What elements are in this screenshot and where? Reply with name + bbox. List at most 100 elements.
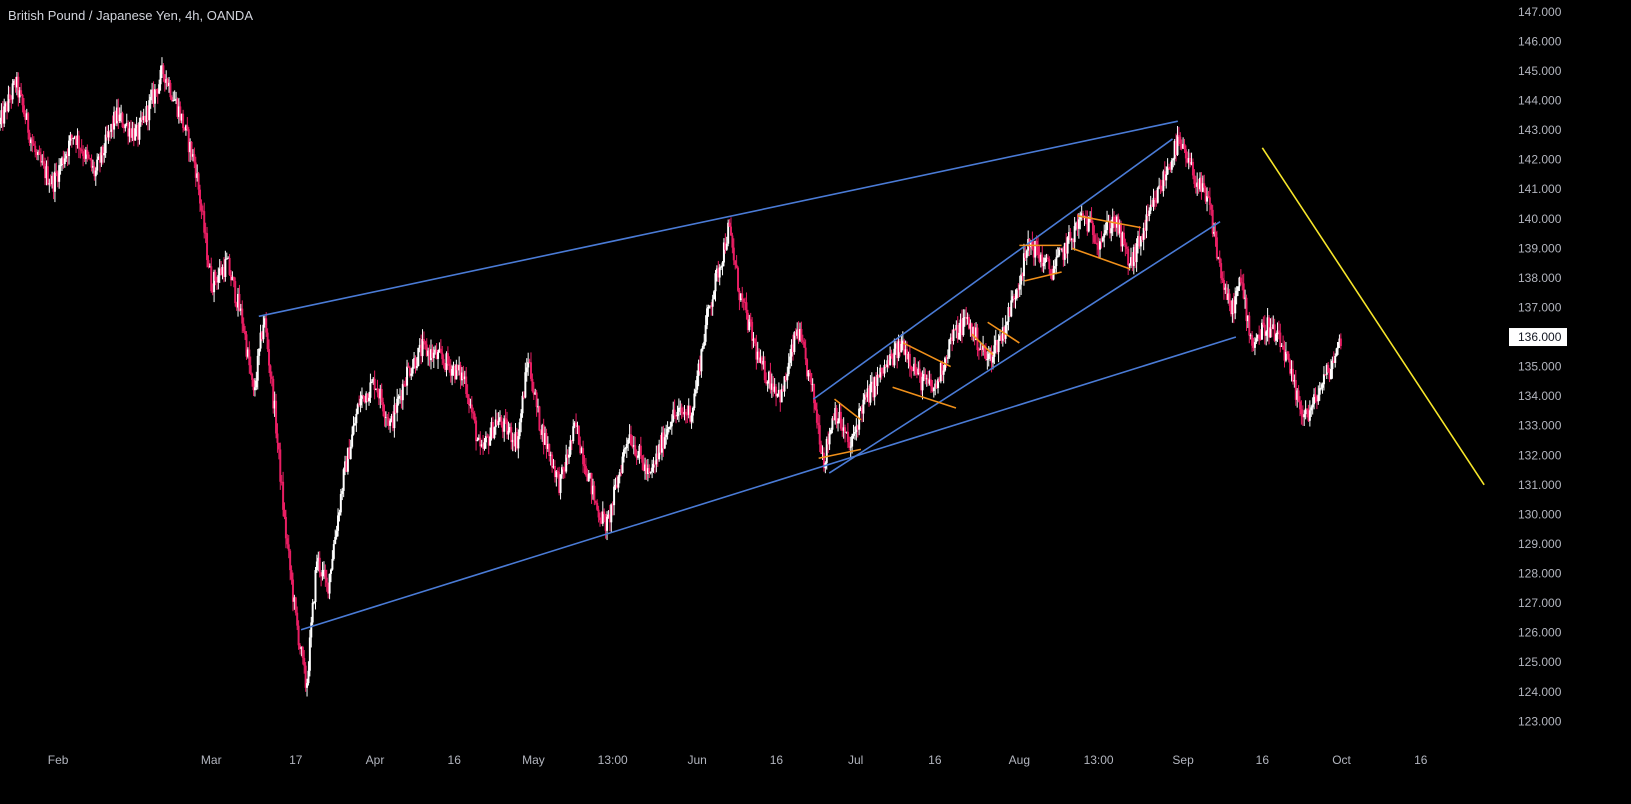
candle-body [965, 317, 968, 319]
candle-body [335, 530, 338, 537]
candle-body [25, 113, 28, 120]
candle-body [807, 370, 810, 377]
candle-body [314, 570, 317, 603]
candle-body [634, 445, 637, 456]
pattern-line [1077, 215, 1141, 229]
candle-body [876, 374, 879, 386]
candle-body [1183, 143, 1186, 150]
candle-body [649, 471, 652, 474]
time-tick-label: Jul [848, 753, 863, 767]
candle-body [382, 402, 385, 412]
candle-body [544, 433, 547, 445]
candle-body [1203, 183, 1206, 188]
candle-body [1222, 279, 1225, 290]
time-tick-label: Sep [1172, 753, 1194, 767]
candle-body [338, 512, 341, 516]
candle-body [803, 341, 806, 348]
candle-body [1106, 220, 1109, 231]
candle-body [851, 435, 854, 447]
candle-body [676, 411, 679, 417]
candle-body [638, 445, 641, 456]
candle-body [489, 436, 492, 446]
candle-body [1314, 394, 1317, 397]
candle-body [518, 422, 521, 437]
candle-body [1029, 240, 1032, 248]
candle-body [624, 448, 627, 450]
candle-body [1200, 177, 1203, 192]
candle-body [794, 332, 797, 336]
candle-body [969, 323, 972, 329]
candle-body [177, 106, 180, 117]
candle-body [72, 137, 75, 139]
candle-body [907, 353, 910, 360]
candle-body [303, 657, 306, 666]
candle-body [834, 408, 837, 421]
candle-body [839, 411, 842, 429]
candle-body [651, 467, 654, 472]
candle-body [28, 132, 31, 143]
candle-body [1131, 257, 1134, 266]
candle-body [439, 348, 442, 353]
price-axis[interactable]: 147.000 146.000 145.000 144.000 143.000 142.0… [1518, 5, 1562, 729]
candle-body [1091, 223, 1094, 236]
candle-body [29, 139, 32, 143]
candle-body [475, 420, 478, 442]
candle-body [1184, 149, 1187, 159]
candle-body [108, 131, 111, 133]
candle-body [732, 247, 735, 261]
candle-body [996, 340, 999, 353]
candle-body [1127, 248, 1130, 265]
candle-body [279, 449, 282, 482]
candle-body [841, 428, 844, 431]
candle-body [342, 469, 345, 491]
patterns-layer [818, 215, 1141, 460]
candle-body [1279, 332, 1282, 347]
candle-body [363, 396, 366, 403]
candle-body [227, 257, 230, 259]
candle-body [717, 268, 720, 278]
candle-body [808, 370, 811, 374]
candle-body [993, 345, 996, 357]
candle-body [724, 242, 727, 250]
candle-body [748, 319, 751, 331]
candle-body [869, 383, 872, 403]
candle-body [889, 354, 892, 365]
candle-body [442, 359, 445, 364]
candle-body [607, 514, 610, 517]
candle-body [1014, 298, 1017, 300]
time-tick-label: 16 [770, 753, 784, 767]
candle-body [437, 352, 440, 359]
candle-body [420, 344, 423, 357]
candle-body [321, 570, 324, 577]
candle-body [1166, 166, 1169, 175]
candle-body [270, 376, 273, 379]
candle-body [1007, 307, 1010, 322]
time-axis[interactable]: Feb Mar 17 Apr 16 May 13:00 Jun 16 Jul 16 Aug 13:00 S… [48, 753, 1428, 767]
candle-body [1190, 161, 1193, 165]
candle-body [632, 445, 635, 447]
candle-body [963, 317, 966, 319]
candle-body [470, 404, 473, 413]
candle-body [104, 134, 107, 154]
candle-body [55, 171, 58, 174]
candle-body [17, 76, 20, 98]
candle-body [237, 293, 240, 308]
candle-body [721, 262, 724, 267]
candle-body [287, 544, 290, 551]
candle-body [745, 302, 748, 313]
candle-body [107, 131, 110, 138]
candle-body [280, 481, 283, 483]
candle-body [487, 436, 490, 446]
candle-body [1038, 255, 1041, 262]
candle-body [296, 612, 299, 626]
candle-body [1042, 262, 1045, 267]
candle-body [793, 332, 796, 353]
candle-body [1142, 227, 1145, 240]
candle-body [111, 124, 114, 130]
candle-body [846, 431, 849, 443]
candle-body [690, 415, 693, 422]
candle-body [734, 260, 737, 265]
candle-body [1204, 187, 1207, 202]
candle-body [586, 475, 589, 482]
